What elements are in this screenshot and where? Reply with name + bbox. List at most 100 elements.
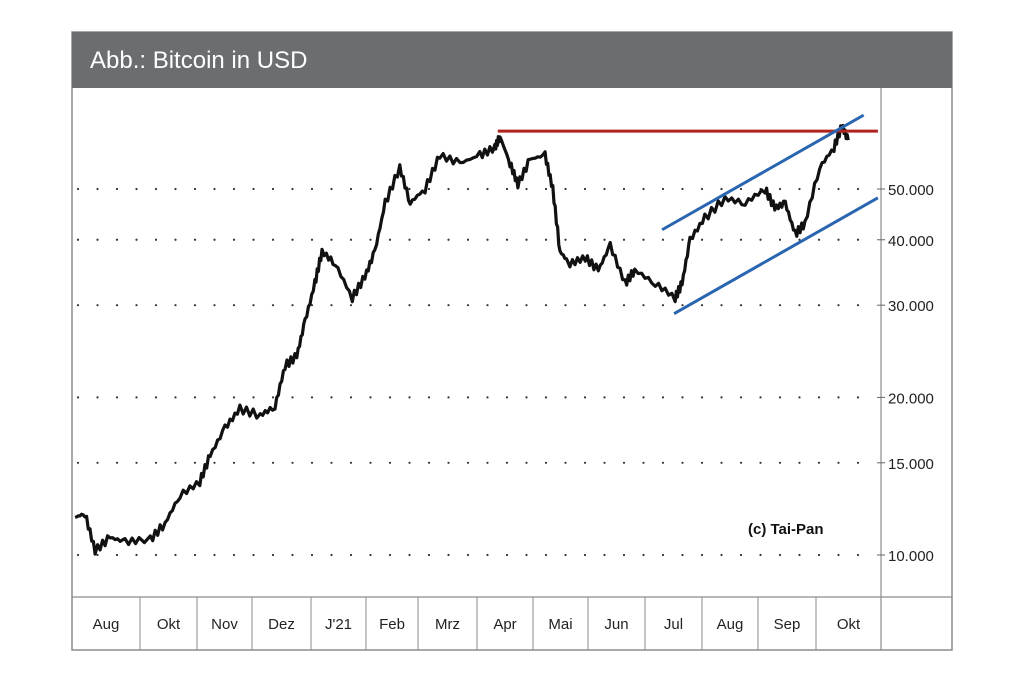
- grid-dot: [681, 553, 684, 557]
- grid-dot: [213, 238, 216, 241]
- grid-dot: [700, 187, 704, 191]
- grid-dot: [291, 553, 294, 557]
- grid-dot: [486, 238, 489, 241]
- grid-dot: [778, 461, 782, 464]
- grid-dot: [135, 304, 138, 307]
- grid-dot: [271, 187, 275, 191]
- grid-dot: [544, 187, 548, 191]
- grid-dot: [232, 238, 236, 241]
- grid-dot: [700, 396, 704, 399]
- grid-dot: [213, 461, 216, 464]
- grid-dot: [135, 553, 138, 557]
- grid-dot: [486, 304, 489, 307]
- grid-dot: [330, 187, 333, 191]
- grid-dot: [525, 461, 528, 464]
- grid-dot: [544, 461, 548, 464]
- grid-dot: [798, 396, 801, 399]
- grid-dot: [291, 304, 294, 307]
- grid-dot: [388, 553, 392, 557]
- title-bar: [72, 32, 952, 88]
- grid-dot: [76, 461, 80, 464]
- price-line: [74, 123, 850, 556]
- grid-dot: [798, 553, 801, 557]
- grid-dot: [739, 187, 743, 191]
- grid-dot: [76, 238, 80, 241]
- grid-dot: [778, 304, 782, 307]
- grid-dot: [349, 461, 353, 464]
- grid-dot: [564, 187, 567, 191]
- grid-dot: [369, 553, 372, 557]
- grid-dot: [271, 304, 275, 307]
- y-tick-label: 15.000: [888, 456, 934, 473]
- grid-dot: [525, 304, 528, 307]
- grid-dot: [96, 187, 99, 191]
- grid-dot: [349, 396, 353, 399]
- grid-dot: [369, 461, 372, 464]
- grid-dot: [427, 461, 431, 464]
- grid-dot: [700, 553, 704, 557]
- grid-dot: [817, 461, 821, 464]
- grid-dot: [583, 304, 587, 307]
- grid-dot: [174, 304, 177, 307]
- grid-dot: [778, 396, 782, 399]
- grid-dot: [174, 238, 177, 241]
- grid-dot: [232, 187, 236, 191]
- grid-dot: [622, 187, 626, 191]
- grid-dot: [817, 238, 821, 241]
- grid-dot: [486, 553, 489, 557]
- grid-dot: [525, 553, 528, 557]
- grid-dot: [700, 238, 704, 241]
- grid-dot: [447, 461, 450, 464]
- x-tick-label: Aug: [93, 616, 120, 633]
- copyright-label: (c) Tai-Pan: [748, 521, 824, 538]
- x-tick-label: Aug: [717, 616, 744, 633]
- grid-dot: [193, 187, 197, 191]
- grid-dot: [720, 304, 723, 307]
- grid-dot: [330, 396, 333, 399]
- grid-dot: [330, 461, 333, 464]
- chart-frame: [71, 31, 953, 651]
- grid-dot: [388, 304, 392, 307]
- grid-dot: [291, 187, 294, 191]
- grid-dot: [154, 396, 158, 399]
- grid-dot: [76, 553, 80, 557]
- grid-dot: [466, 461, 470, 464]
- grid-dot: [252, 304, 255, 307]
- grid-dot: [544, 238, 548, 241]
- grid-dot: [213, 553, 216, 557]
- grid-dot: [720, 553, 723, 557]
- grid-dot: [622, 461, 626, 464]
- grid-dot: [642, 238, 645, 241]
- grid-dot: [720, 396, 723, 399]
- grid-dot: [856, 238, 860, 241]
- grid-dot: [174, 553, 177, 557]
- grid-dot: [330, 553, 333, 557]
- grid-dot: [115, 553, 119, 557]
- grid-dot: [135, 396, 138, 399]
- grid-dot: [330, 238, 333, 241]
- grid-dot: [622, 304, 626, 307]
- grid-dot: [720, 187, 723, 191]
- grid-dot: [271, 238, 275, 241]
- grid-dot: [349, 304, 353, 307]
- grid-dot: [369, 187, 372, 191]
- grid-dot: [505, 461, 509, 464]
- grid-dot: [837, 553, 840, 557]
- grid-dot: [115, 304, 119, 307]
- grid-dot: [154, 553, 158, 557]
- grid-dot: [603, 461, 606, 464]
- y-tick-label: 40.000: [888, 233, 934, 250]
- x-tick-label: Okt: [157, 616, 181, 633]
- grid-dot: [213, 396, 216, 399]
- x-tick-label: Apr: [493, 616, 516, 633]
- grid-dot: [232, 304, 236, 307]
- grid-dot: [603, 238, 606, 241]
- grid-dot: [291, 461, 294, 464]
- grid-dot: [466, 553, 470, 557]
- grid-dot: [427, 396, 431, 399]
- y-tick-label: 20.000: [888, 390, 934, 407]
- x-tick-label: Jun: [604, 616, 628, 633]
- grid-dot: [817, 304, 821, 307]
- grid-dot: [135, 187, 138, 191]
